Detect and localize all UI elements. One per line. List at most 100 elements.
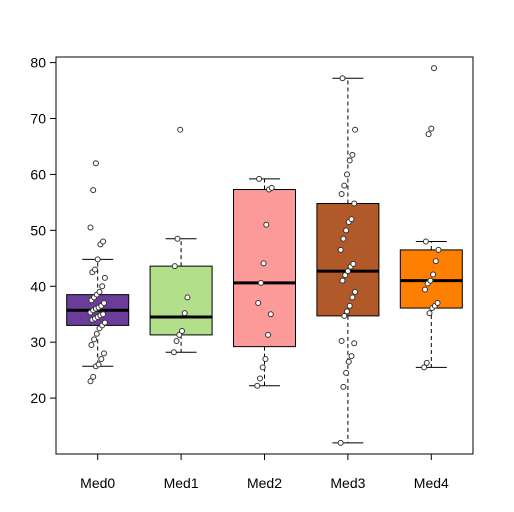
data-point <box>87 224 94 231</box>
data-point <box>431 65 437 72</box>
data-point <box>352 126 359 133</box>
data-point <box>92 266 98 273</box>
data-point <box>90 187 97 194</box>
data-point <box>268 184 275 191</box>
box-group-med2 <box>233 175 296 389</box>
box-group-med0 <box>66 160 130 385</box>
data-point <box>342 272 349 279</box>
y-tick-label: 20 <box>30 390 46 406</box>
data-point <box>337 246 344 253</box>
data-point <box>101 350 107 357</box>
box-group-med3 <box>316 75 380 446</box>
data-point <box>179 327 185 334</box>
data-point <box>352 288 359 295</box>
data-point <box>100 311 107 318</box>
y-axis: 20 30 40 50 60 70 80 <box>30 55 57 406</box>
data-point <box>263 221 270 228</box>
data-point <box>95 361 102 368</box>
data-point <box>341 312 348 319</box>
box-group-med4 <box>399 65 463 371</box>
data-point <box>173 338 180 345</box>
data-point <box>339 277 346 284</box>
y-tick-label: 50 <box>30 222 46 238</box>
x-axis: Med0 Med1 Med2 Med3 Med4 <box>80 453 449 491</box>
data-point <box>88 341 95 348</box>
y-tick-label: 60 <box>30 166 46 182</box>
data-point <box>337 439 344 446</box>
data-point <box>339 75 346 82</box>
data-point <box>344 268 351 275</box>
data-point <box>171 263 178 270</box>
data-point <box>435 246 442 253</box>
data-point <box>345 358 352 365</box>
data-point <box>348 216 355 223</box>
data-point <box>260 260 267 267</box>
data-point <box>432 258 439 265</box>
box-iqr <box>233 189 296 348</box>
data-point <box>87 378 94 385</box>
data-point <box>338 338 345 345</box>
data-point <box>181 310 188 317</box>
data-point <box>423 359 430 366</box>
data-point <box>341 182 348 189</box>
x-tick-label: Med4 <box>414 475 449 491</box>
data-point <box>344 171 350 178</box>
data-point <box>340 383 347 390</box>
data-point <box>425 131 432 138</box>
data-point <box>174 235 181 242</box>
data-point <box>94 256 101 263</box>
data-point <box>100 238 107 245</box>
y-tick-label: 70 <box>30 111 46 127</box>
data-point <box>351 340 358 347</box>
data-point <box>170 349 177 356</box>
data-point <box>265 331 272 338</box>
data-point <box>422 286 428 293</box>
y-tick-label: 80 <box>30 55 46 71</box>
data-point <box>428 125 435 132</box>
data-point <box>98 355 105 362</box>
data-point <box>257 375 263 382</box>
data-point <box>426 310 433 317</box>
data-point <box>348 353 355 360</box>
data-point <box>343 227 350 234</box>
box-group-med1 <box>149 126 213 356</box>
y-tick-label: 40 <box>30 278 46 294</box>
data-point <box>434 300 441 307</box>
data-point <box>343 369 350 376</box>
data-point <box>90 373 97 380</box>
data-point <box>177 126 184 133</box>
data-point <box>93 330 100 337</box>
data-point <box>91 336 98 343</box>
data-point <box>92 160 99 167</box>
data-point <box>176 331 183 338</box>
data-point <box>184 294 191 301</box>
box-iqr <box>149 265 213 336</box>
data-point <box>346 302 353 309</box>
data-point <box>99 283 106 290</box>
x-tick-label: Med2 <box>247 475 282 491</box>
data-point <box>96 288 103 295</box>
data-point <box>346 157 353 164</box>
x-tick-label: Med3 <box>330 475 365 491</box>
boxes <box>66 65 463 446</box>
data-point <box>267 311 274 318</box>
data-point <box>350 260 357 267</box>
data-point <box>340 235 347 242</box>
data-point <box>421 364 428 371</box>
data-point <box>351 200 358 207</box>
data-point <box>422 238 429 245</box>
data-point <box>257 279 264 286</box>
data-point <box>256 175 263 182</box>
data-point <box>259 364 266 371</box>
data-point <box>427 277 434 284</box>
x-tick-label: Med0 <box>80 475 115 491</box>
data-point <box>349 294 356 301</box>
data-point <box>430 271 437 278</box>
x-tick-label: Med1 <box>164 475 199 491</box>
data-point <box>101 274 108 281</box>
data-point <box>254 382 261 389</box>
data-point <box>344 308 350 315</box>
y-tick-label: 30 <box>30 334 46 350</box>
data-point <box>349 151 356 158</box>
